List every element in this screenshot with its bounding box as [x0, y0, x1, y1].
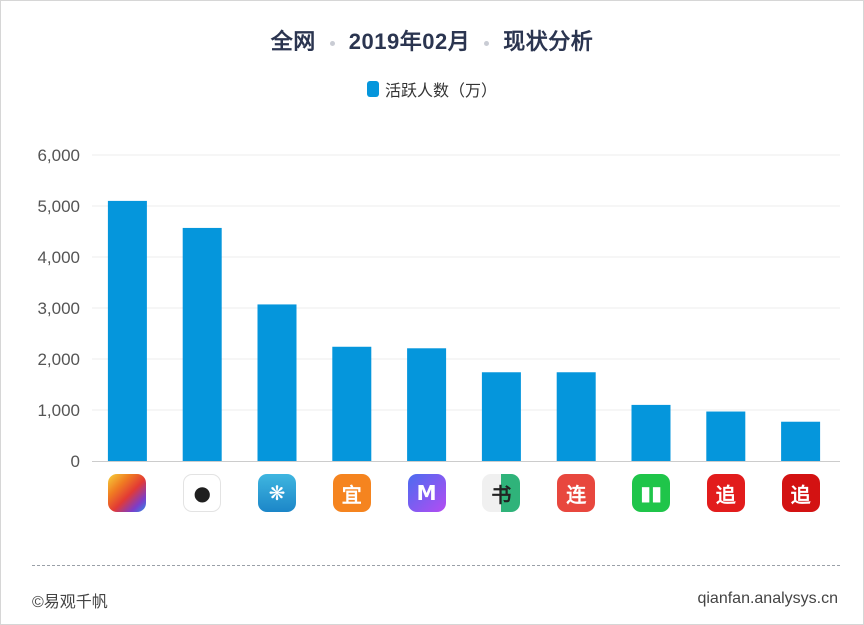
y-tick-label: 1,000 — [37, 401, 80, 420]
m-reader-app-icon: M — [407, 474, 446, 512]
green-book-app-icon: ▮▮ — [632, 474, 670, 512]
bar — [781, 421, 821, 461]
bar — [556, 372, 596, 461]
y-tick-label: 4,000 — [37, 248, 80, 267]
y-tick-label: 3,000 — [37, 299, 80, 318]
bar — [481, 372, 521, 461]
lianshang-reader-app-icon: 连 — [557, 474, 596, 512]
bar — [706, 411, 746, 461]
zhuishu-app-icon: 追 — [706, 474, 745, 512]
shuqi-novel-app-icon: 书 — [482, 474, 521, 512]
bar — [182, 227, 222, 461]
footer-divider — [32, 565, 840, 566]
title-scope: 全网 — [270, 29, 316, 54]
colorful-book-app-icon — [108, 474, 147, 512]
y-tick-label: 2,000 — [37, 350, 80, 369]
footer-site[interactable]: qianfan.analysys.cn — [697, 590, 838, 607]
chart-title: 全网 2019年02月 现状分析 — [0, 22, 864, 58]
y-tick-label: 6,000 — [37, 146, 80, 165]
zhuishu-red-app-icon: 追 — [781, 474, 820, 512]
palmreader-app-icon: ❋ — [258, 474, 296, 512]
title-separator-dot — [484, 40, 490, 46]
legend-swatch — [366, 81, 379, 97]
title-separator-dot — [329, 40, 335, 46]
bar — [631, 404, 671, 461]
footer-copyright: ©易观千帆 — [32, 594, 108, 611]
bar-chart: 0 1,000 2,000 3,000 4,000 5,000 6,000 — [37, 146, 840, 471]
title-period: 2019年02月 — [348, 29, 471, 54]
legend-label: 活跃人数（万） — [384, 83, 497, 100]
bar — [407, 348, 447, 461]
bar — [257, 304, 297, 461]
y-tick-label: 0 — [71, 452, 80, 471]
bar — [107, 200, 147, 461]
chart-legend[interactable]: 活跃人数（万） — [0, 78, 864, 100]
yidu-app-icon: 宜 — [332, 474, 371, 512]
title-subject: 现状分析 — [503, 29, 594, 54]
qq-reading-app-icon: ● — [183, 474, 222, 512]
y-tick-label: 5,000 — [37, 197, 80, 216]
bar — [332, 346, 372, 461]
